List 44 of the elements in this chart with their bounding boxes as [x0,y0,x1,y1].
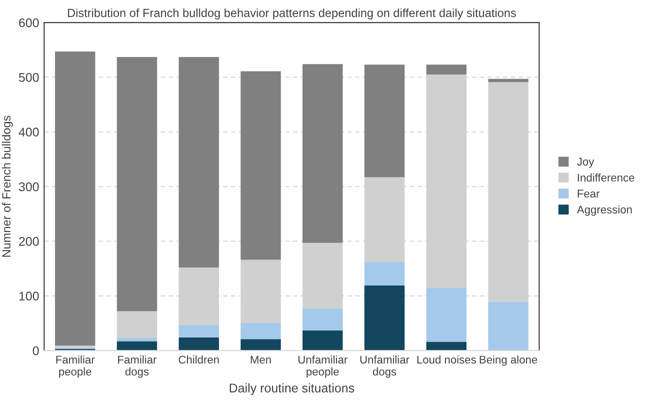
bar [116,56,158,312]
bar [240,71,281,260]
x-tick-label: Unfamiliar people [298,355,348,378]
bar [426,342,466,351]
y-tick-label: 500 [18,73,39,82]
x-tick-label: Loud noises [417,355,476,364]
bar [178,56,219,268]
y-axis-title: Numner of French bulldogs [2,116,13,257]
bar [302,64,343,243]
bar [302,330,343,351]
y-tick-label: 0 [32,346,39,356]
legend-label: Indifference [578,173,634,182]
x-tick-label: Men [250,356,271,364]
y-tick-label: 400 [18,128,39,137]
bar [364,64,405,178]
bar [488,302,528,351]
bar [116,338,158,342]
x-tick-label: Familiar dogs [118,355,157,378]
chart-title: Distribution of Franch bulldog behavior patterns depending on different daily situations [68,8,516,20]
bar [178,324,219,338]
bar [488,78,528,82]
bar [426,64,466,74]
x-tick-label: Familiar people [56,355,95,378]
y-tick-label: 200 [19,237,39,246]
y-tick-label: 300 [18,182,39,192]
x-axis-title: Daily routine situations [230,383,354,395]
bar [364,285,405,351]
x-tick-label: Being alone [480,355,538,366]
bar [116,311,158,338]
legend-label: Aggression [576,205,632,216]
y-tick-label: 100 [19,292,39,301]
bar [240,322,281,340]
bar [54,52,96,346]
bar [302,308,343,330]
legend-label: Fear [578,190,600,198]
legend-label: Joy [577,158,594,168]
x-tick-label: Children [178,355,219,364]
bar [240,339,281,351]
bar [364,262,405,286]
bar [116,341,158,351]
bar [426,288,466,342]
bar [178,337,219,351]
y-tick-label: 600 [19,18,39,28]
x-tick-label: Unfamiliar dogs [360,355,410,378]
